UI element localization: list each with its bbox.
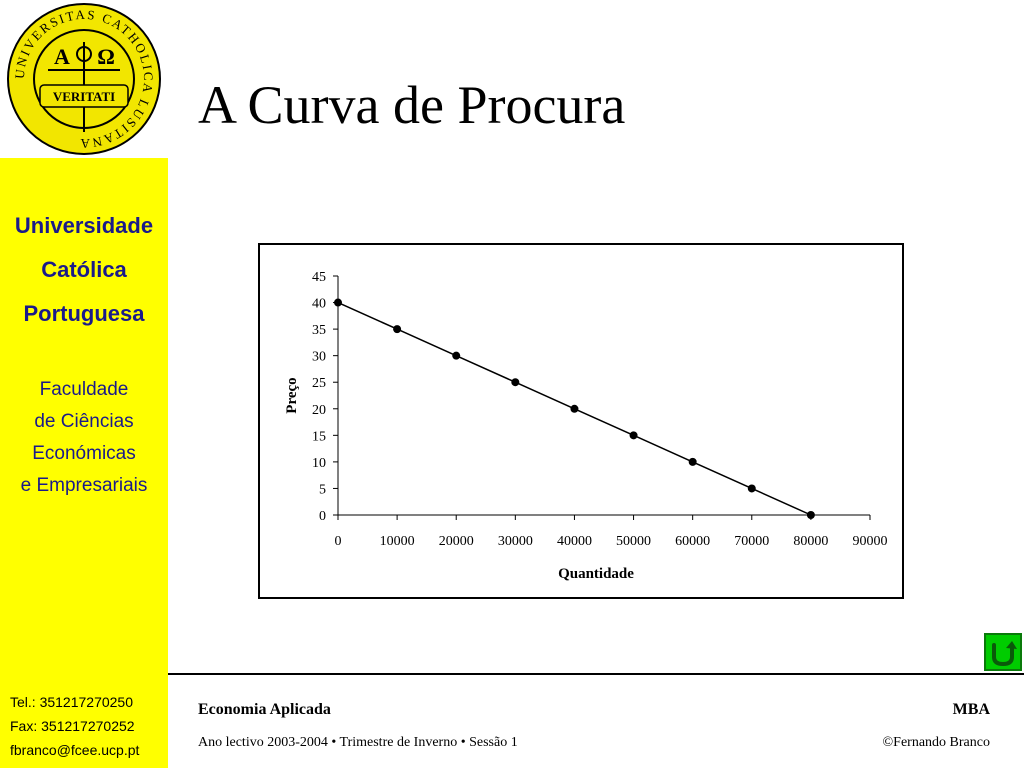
x-tick-label: 40000 [557, 534, 592, 549]
chart-svg: 0 5 10 15 20 25 30 35 40 45 0 10000 20000 30000 40000 5… [284, 270, 888, 582]
x-tick-label: 20000 [439, 534, 474, 549]
return-button[interactable] [984, 633, 1022, 671]
university-line: Católica [41, 257, 127, 282]
x-tick-label: 60000 [675, 534, 710, 549]
slide-title: A Curva de Procura [198, 75, 626, 135]
data-point [334, 298, 342, 307]
y-tick-label: 10 [312, 456, 326, 471]
university-name: Universidade Católica Portuguesa [0, 204, 168, 336]
faculty-line: e Empresariais [20, 475, 148, 496]
y-tick-label: 45 [312, 270, 326, 285]
data-point [393, 325, 402, 334]
x-tick-label: 30000 [498, 534, 533, 549]
seal-omega: Ω [97, 44, 115, 69]
phone: Tel.: 351217270250 [10, 694, 133, 710]
demand-chart: 0 5 10 15 20 25 30 35 40 45 0 10000 20000 30000 40000 5… [258, 243, 904, 599]
return-icon [992, 641, 1017, 667]
y-tick-label: 25 [312, 376, 326, 391]
fax: Fax: 351217270252 [10, 718, 135, 734]
x-tick-label: 80000 [793, 534, 828, 549]
university-line: Universidade [14, 213, 154, 238]
data-point [629, 431, 638, 440]
y-tick-label: 5 [319, 482, 326, 497]
faculty-line: Faculdade [39, 379, 129, 400]
x-tick-label: 90000 [853, 534, 888, 549]
data-point [511, 378, 520, 387]
university-line: Portuguesa [23, 301, 145, 326]
faculty-line: de Ciências [34, 411, 134, 432]
faculty-name: Faculdade de Ciências Económicas e Empre… [0, 374, 168, 502]
y-tick-label: 0 [319, 509, 326, 524]
footer-divider [168, 673, 1024, 675]
email: fbranco@fcee.ucp.pt [10, 742, 140, 758]
author: ©Fernando Branco [882, 735, 990, 750]
faculty-line: Económicas [32, 443, 136, 464]
session-info: Ano lectivo 2003-2004 • Trimestre de Inv… [198, 735, 518, 750]
data-point [688, 457, 697, 466]
contact-info: Tel.: 351217270250 Fax: 351217270252 fbr… [10, 690, 166, 762]
seal-logo: UNIVERSITAS CATHOLICA LUSITANA VERITATI … [7, 3, 161, 155]
x-axis-label: Quantidade [558, 566, 634, 582]
y-tick-label: 30 [312, 350, 326, 365]
sidebar: UNIVERSITAS CATHOLICA LUSITANA VERITATI … [0, 0, 168, 768]
y-tick-label: 20 [312, 403, 326, 418]
data-point [806, 511, 815, 519]
y-axis-label: Preço [284, 377, 300, 413]
data-point [570, 404, 579, 413]
program-name: MBA [952, 701, 990, 718]
y-tick-label: 40 [312, 297, 326, 312]
data-point [452, 351, 461, 360]
seal-alpha: A [54, 44, 70, 69]
x-tick-label: 10000 [380, 534, 415, 549]
y-tick-label: 15 [312, 429, 326, 444]
x-tick-label: 70000 [734, 534, 769, 549]
x-tick-label: 50000 [616, 534, 651, 549]
y-tick-label: 35 [312, 323, 326, 338]
x-tick-label: 0 [335, 534, 342, 549]
course-name: Economia Aplicada [198, 701, 331, 718]
data-point [747, 484, 756, 493]
seal-motto: VERITATI [53, 89, 115, 104]
university-seal: UNIVERSITAS CATHOLICA LUSITANA VERITATI … [0, 0, 168, 158]
